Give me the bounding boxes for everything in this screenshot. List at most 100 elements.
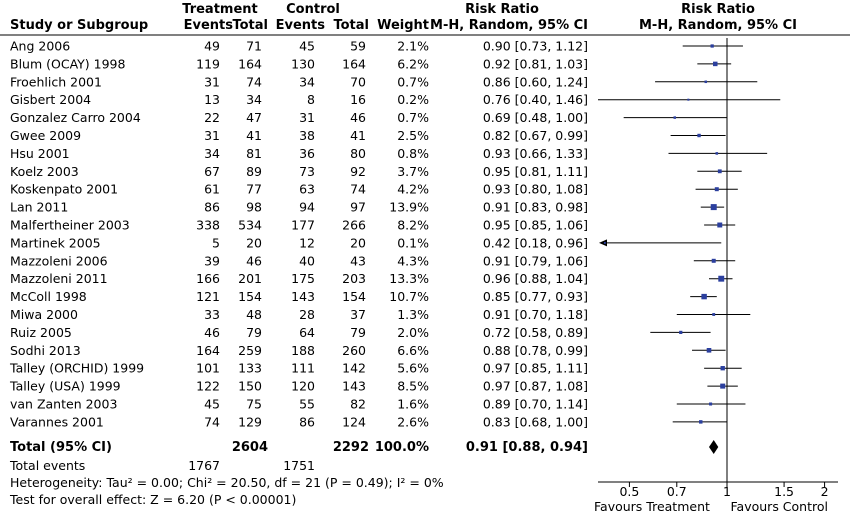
events-control: 12 — [299, 235, 315, 250]
total-treatment: 48 — [246, 307, 262, 322]
events-treatment: 122 — [196, 379, 220, 394]
study-row: Lan 2011 86 98 94 97 13.9% 0.91 [0.83, 0.98] — [10, 200, 588, 215]
header-method-plot: M-H, Random, 95% CI — [639, 18, 797, 33]
events-treatment: 31 — [204, 128, 220, 143]
heterogeneity: Heterogeneity: Tau² = 0.00; Chi² = 20.50… — [10, 475, 444, 490]
events-treatment: 39 — [204, 253, 220, 268]
study-name: Gwee 2009 — [10, 128, 81, 143]
events-treatment: 45 — [204, 397, 220, 412]
events-control: 175 — [291, 271, 315, 286]
header-total-control: Total — [333, 18, 369, 33]
events-control: 86 — [299, 414, 315, 429]
header-events-control: Events — [276, 18, 326, 33]
events-treatment: 101 — [196, 361, 220, 376]
events-treatment: 164 — [196, 343, 220, 358]
study-name: Malfertheiner 2003 — [10, 218, 130, 233]
events-control: 130 — [291, 56, 315, 71]
total-treatment: 129 — [238, 414, 262, 429]
total-control: 41 — [350, 128, 366, 143]
risk-ratio-ci: 0.88 [0.78, 0.99] — [483, 343, 588, 358]
study-name: Koelz 2003 — [10, 164, 79, 179]
study-name: Ang 2006 — [10, 39, 70, 54]
weight: 13.9% — [389, 200, 429, 215]
total-control: 70 — [350, 74, 366, 89]
point-estimate — [687, 98, 690, 101]
study-name: Talley (USA) 1999 — [9, 379, 121, 394]
total-treatment: 150 — [238, 379, 262, 394]
total-control: 203 — [342, 271, 366, 286]
total-treatment: 41 — [246, 128, 262, 143]
study-name: Martinek 2005 — [10, 235, 101, 250]
study-row: Talley (ORCHID) 1999 101 133 111 142 5.6% 0.97… — [9, 361, 588, 376]
events-control: 177 — [291, 218, 315, 233]
study-name: van Zanten 2003 — [10, 397, 117, 412]
events-treatment: 61 — [204, 182, 220, 197]
weight: 2.6% — [397, 414, 429, 429]
events-treatment: 67 — [204, 164, 220, 179]
events-treatment: 5 — [212, 235, 220, 250]
x-tick-label: 0.7 — [667, 484, 687, 499]
total-control: 59 — [350, 39, 366, 54]
plot-marks — [598, 44, 781, 454]
x-tick-label: 1.5 — [774, 484, 794, 499]
total-weight: 100.0% — [375, 440, 429, 455]
risk-ratio-ci: 0.95 [0.81, 1.11] — [483, 164, 588, 179]
header-study: Study or Subgroup — [10, 18, 148, 33]
risk-ratio-ci: 0.97 [0.87, 1.08] — [483, 379, 588, 394]
risk-ratio-ci: 0.93 [0.80, 1.08] — [483, 182, 588, 197]
events-treatment: 166 — [196, 271, 220, 286]
events-treatment: 46 — [204, 325, 220, 340]
study-row: Ruiz 2005 46 79 64 79 2.0% 0.72 [0.58, 0.89] — [10, 325, 588, 340]
point-estimate — [717, 169, 722, 174]
study-row: Koelz 2003 67 89 73 92 3.7% 0.95 [0.81, 1.11] — [10, 164, 588, 179]
risk-ratio-ci: 0.90 [0.73, 1.12] — [483, 39, 588, 54]
overall-effect: Test for overall effect: Z = 6.20 (P < 0… — [9, 492, 296, 507]
x-axis: 0.5 0.7 1 1.5 2 — [598, 38, 838, 499]
total-treatment: 74 — [246, 74, 262, 89]
weight: 1.6% — [397, 397, 429, 412]
events-control: 64 — [299, 325, 315, 340]
total-control: 2292 — [333, 440, 369, 455]
risk-ratio-ci: 0.93 [0.66, 1.33] — [483, 146, 588, 161]
total-treatment: 46 — [246, 253, 262, 268]
header-control: Control — [286, 2, 340, 17]
total-control: 82 — [350, 397, 366, 412]
total-control: 16 — [350, 92, 366, 107]
total-treatment: 71 — [246, 39, 262, 54]
total-treatment: 89 — [246, 164, 262, 179]
risk-ratio-ci: 0.82 [0.67, 0.99] — [483, 128, 588, 143]
point-estimate — [706, 347, 712, 353]
total-row: Total (95% CI) 2604 2292 100.0% 0.91 [0.… — [10, 440, 588, 455]
study-name: Gisbert 2004 — [10, 92, 91, 107]
events-treatment: 34 — [204, 146, 220, 161]
study-row: Talley (USA) 1999 122 150 120 143 8.5% 0.97 [0… — [9, 379, 588, 394]
study-row: Mazzoleni 2006 39 46 40 43 4.3% 0.91 [0.79, 1.… — [10, 253, 588, 268]
study-row: Miwa 2000 33 48 28 37 1.3% 0.91 [0.70, 1.18] — [10, 307, 588, 322]
study-name: Varannes 2001 — [10, 414, 104, 429]
study-name: Sodhi 2013 — [10, 343, 81, 358]
weight: 5.6% — [397, 361, 429, 376]
study-name: Lan 2011 — [10, 200, 68, 215]
weight: 0.8% — [397, 146, 429, 161]
x-tick-label: 2 — [821, 484, 829, 499]
total-events-treatment: 1767 — [188, 458, 220, 473]
weight: 2.0% — [397, 325, 429, 340]
study-row: McColl 1998 121 154 143 154 10.7% 0.85 [0.77, … — [10, 289, 588, 304]
header-total-treatment: Total — [232, 18, 268, 33]
study-name: Mazzoleni 2006 — [10, 253, 108, 268]
point-estimate — [701, 293, 707, 300]
header-risk-ratio-text: Risk Ratio — [465, 2, 539, 17]
study-name: Miwa 2000 — [10, 307, 78, 322]
point-estimate — [711, 258, 716, 263]
study-name: Froehlich 2001 — [10, 74, 102, 89]
total-treatment: 534 — [238, 218, 262, 233]
risk-ratio-ci: 0.42 [0.18, 0.96] — [483, 235, 588, 250]
risk-ratio-ci: 0.89 [0.70, 1.14] — [483, 397, 588, 412]
weight: 0.7% — [397, 74, 429, 89]
total-treatment: 20 — [246, 235, 262, 250]
total-control: 37 — [350, 307, 366, 322]
header-risk-ratio-plot: Risk Ratio — [681, 2, 755, 17]
total-label: Total (95% CI) — [10, 440, 112, 455]
events-control: 28 — [299, 307, 315, 322]
study-row: Sodhi 2013 164 259 188 260 6.6% 0.88 [0.78, 0.… — [10, 343, 588, 358]
